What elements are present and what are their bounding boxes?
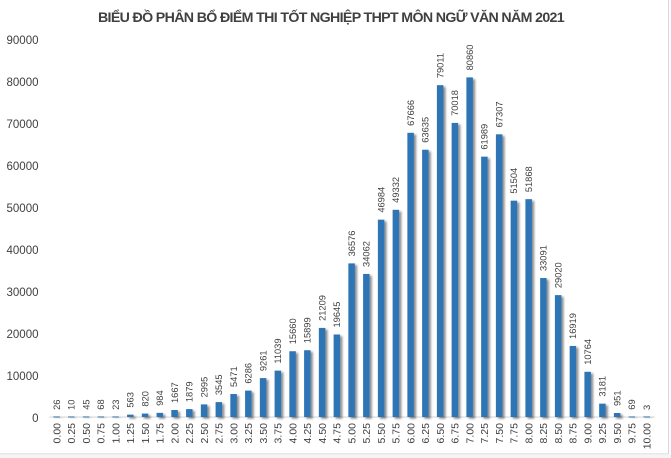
svg-text:0: 0	[32, 413, 38, 425]
svg-text:1.00: 1.00	[110, 423, 122, 444]
svg-text:4.75: 4.75	[332, 423, 344, 444]
svg-text:6286: 6286	[244, 363, 254, 384]
svg-text:3.25: 3.25	[243, 423, 255, 444]
svg-text:9.50: 9.50	[612, 423, 624, 444]
svg-text:2.75: 2.75	[214, 423, 226, 444]
svg-text:4.50: 4.50	[317, 423, 329, 444]
svg-text:69: 69	[627, 399, 637, 409]
svg-text:4.25: 4.25	[302, 423, 314, 444]
svg-text:16919: 16919	[568, 313, 578, 339]
svg-text:8.75: 8.75	[568, 423, 580, 444]
svg-text:4.00: 4.00	[287, 423, 299, 444]
svg-text:70018: 70018	[450, 90, 460, 116]
svg-text:5471: 5471	[229, 366, 239, 387]
svg-text:33091: 33091	[539, 245, 549, 271]
svg-text:2.50: 2.50	[199, 423, 211, 444]
svg-text:10: 10	[67, 400, 77, 410]
svg-text:5.00: 5.00	[346, 423, 358, 444]
svg-text:11039: 11039	[273, 338, 283, 363]
svg-text:BIỂU ĐỒ PHÂN BỔ ĐIỂM THI TỐT N: BIỂU ĐỒ PHÂN BỔ ĐIỂM THI TỐT NGHIỆP THPT…	[98, 8, 565, 26]
svg-text:40000: 40000	[7, 245, 39, 257]
svg-text:80860: 80860	[465, 45, 475, 71]
svg-text:68: 68	[96, 399, 106, 409]
svg-text:8.25: 8.25	[538, 423, 550, 444]
svg-text:10.00: 10.00	[641, 423, 653, 449]
svg-text:5.25: 5.25	[361, 423, 373, 444]
svg-text:7.75: 7.75	[509, 423, 521, 444]
svg-text:51868: 51868	[524, 166, 534, 192]
svg-text:15660: 15660	[288, 318, 298, 344]
svg-text:9.00: 9.00	[582, 423, 594, 444]
svg-text:9.75: 9.75	[627, 423, 639, 444]
svg-text:6.75: 6.75	[450, 423, 462, 444]
svg-text:61989: 61989	[480, 124, 490, 150]
svg-text:23: 23	[111, 400, 121, 410]
svg-text:7.25: 7.25	[479, 423, 491, 444]
svg-text:10000: 10000	[7, 371, 39, 383]
svg-text:1879: 1879	[185, 381, 195, 402]
svg-text:63635: 63635	[421, 117, 431, 143]
svg-text:67307: 67307	[494, 101, 504, 127]
svg-text:820: 820	[140, 391, 150, 407]
svg-text:1.25: 1.25	[125, 423, 137, 444]
svg-text:8.00: 8.00	[523, 423, 535, 444]
svg-text:20000: 20000	[7, 329, 39, 341]
svg-text:1.50: 1.50	[140, 423, 152, 444]
svg-text:36576: 36576	[347, 231, 357, 257]
svg-text:80000: 80000	[7, 77, 39, 89]
svg-text:984: 984	[155, 390, 165, 406]
svg-text:30000: 30000	[7, 287, 39, 299]
svg-text:6.25: 6.25	[420, 423, 432, 444]
svg-text:46984: 46984	[376, 187, 386, 213]
svg-text:2995: 2995	[199, 377, 209, 398]
svg-text:7.00: 7.00	[464, 423, 476, 444]
svg-text:2.25: 2.25	[184, 423, 196, 444]
svg-text:3.00: 3.00	[228, 423, 240, 444]
svg-text:5.50: 5.50	[376, 423, 388, 444]
svg-text:70000: 70000	[7, 119, 39, 131]
svg-text:8.50: 8.50	[553, 423, 565, 444]
svg-text:21209: 21209	[317, 295, 327, 321]
svg-text:3545: 3545	[214, 374, 224, 395]
svg-text:26: 26	[52, 400, 62, 410]
svg-text:3.75: 3.75	[273, 423, 285, 444]
svg-text:3.50: 3.50	[258, 423, 270, 444]
svg-text:563: 563	[126, 392, 136, 408]
svg-text:60000: 60000	[7, 161, 39, 173]
svg-text:79011: 79011	[435, 53, 445, 78]
svg-text:3181: 3181	[598, 376, 608, 397]
svg-text:1667: 1667	[170, 382, 180, 403]
svg-text:0.75: 0.75	[96, 423, 108, 444]
svg-text:0.00: 0.00	[51, 423, 63, 444]
svg-text:45: 45	[81, 399, 91, 409]
svg-text:3: 3	[642, 405, 652, 410]
svg-text:51504: 51504	[509, 168, 519, 194]
svg-text:19645: 19645	[332, 302, 342, 328]
svg-text:29020: 29020	[553, 262, 563, 288]
svg-text:6.50: 6.50	[435, 423, 447, 444]
svg-text:15899: 15899	[303, 317, 313, 343]
svg-text:0.25: 0.25	[66, 423, 78, 444]
svg-text:9261: 9261	[258, 350, 268, 371]
svg-text:50000: 50000	[7, 203, 39, 215]
svg-text:951: 951	[612, 390, 622, 406]
svg-text:67666: 67666	[406, 100, 416, 126]
svg-text:90000: 90000	[7, 35, 39, 47]
svg-text:9.25: 9.25	[597, 423, 609, 444]
svg-text:1.75: 1.75	[155, 423, 167, 444]
svg-text:10764: 10764	[583, 339, 593, 365]
svg-text:5.75: 5.75	[391, 423, 403, 444]
svg-text:2.00: 2.00	[169, 423, 181, 444]
svg-text:0.50: 0.50	[81, 423, 93, 444]
svg-text:6.00: 6.00	[405, 423, 417, 444]
svg-text:49332: 49332	[391, 177, 401, 203]
svg-text:7.50: 7.50	[494, 423, 506, 444]
svg-text:34062: 34062	[362, 241, 372, 267]
